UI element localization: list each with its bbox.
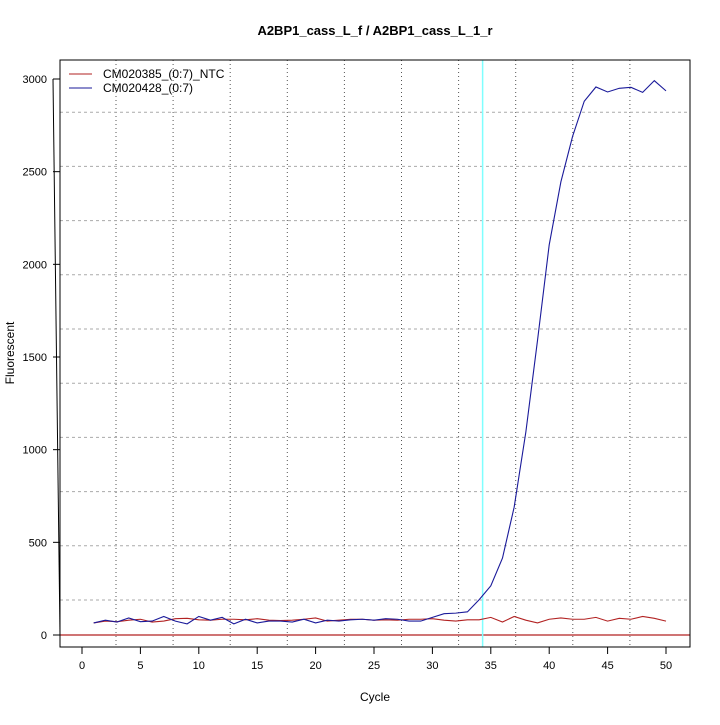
x-tick-label: 15 (251, 660, 263, 672)
legend-label: CM020428_(0:7) (103, 81, 193, 95)
y-axis-label: Fluorescent (3, 321, 17, 384)
series-line-2 (93, 79, 667, 625)
x-tick-label: 40 (543, 660, 555, 672)
y-tick-label: 1000 (23, 445, 47, 457)
x-tick-label: 45 (601, 660, 613, 672)
x-axis-label: Cycle (360, 690, 390, 704)
legend-label: CM020385_(0:7)_NTC (103, 67, 225, 81)
series-line-1 (93, 615, 667, 624)
y-tick-label: 3000 (23, 74, 47, 86)
y-tick-label: 2500 (23, 167, 47, 179)
x-tick-label: 30 (426, 660, 438, 672)
x-tick-label: 50 (660, 660, 672, 672)
x-tick-label: 5 (137, 660, 143, 672)
x-tick-label: 20 (309, 660, 321, 672)
y-tick-label: 1500 (23, 352, 47, 364)
plot-marks (60, 60, 690, 647)
y-tick-label: 0 (41, 630, 47, 642)
chart-title: A2BP1_cass_L_f / A2BP1_cass_L_1_r (257, 23, 492, 38)
y-axis: 0 500 1000 1500 2000 2500 3000 (23, 74, 61, 642)
plot-frame (59, 59, 691, 648)
x-axis: 0 5 10 15 20 25 30 35 40 45 50 (79, 646, 672, 672)
x-tick-label: 35 (485, 660, 497, 672)
grid (60, 60, 690, 647)
y-tick-label: 2000 (23, 259, 47, 271)
x-tick-label: 0 (79, 660, 85, 672)
y-tick-label: 500 (29, 537, 47, 549)
x-tick-label: 25 (368, 660, 380, 672)
x-tick-label: 10 (193, 660, 205, 672)
